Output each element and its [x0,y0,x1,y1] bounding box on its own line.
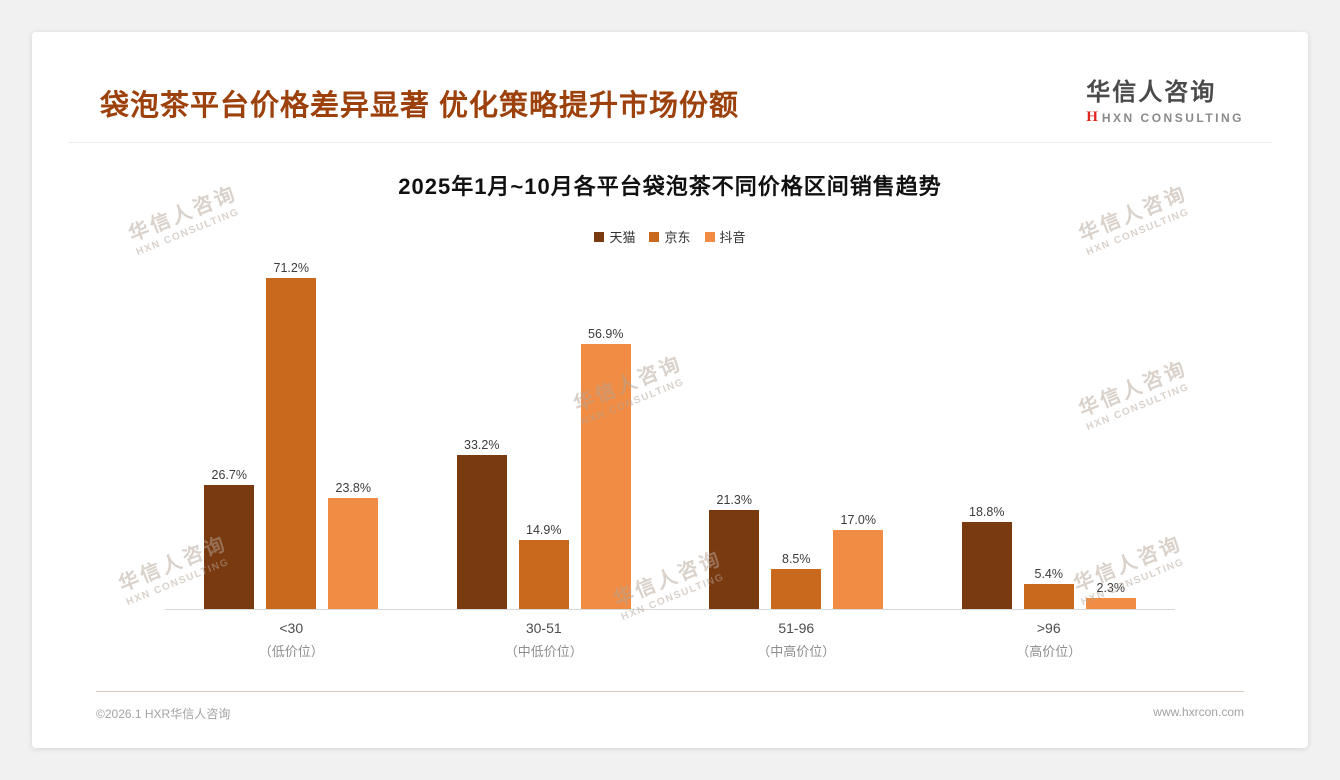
bar-wrap: 21.3% [709,260,760,609]
category-label: <30 （低价位） [204,620,378,660]
bar-group: 26.7% 71.2% 23.8% [204,260,379,609]
footer: ©2026.1 HXR华信人咨询 www.hxrcon.com [96,691,1244,722]
category-label: >96 （高价位） [962,620,1136,660]
page-title: 袋泡茶平台价格差异显著 优化策略提升市场份额 [100,90,740,122]
bar-抖音 [1085,598,1136,609]
bar-抖音 [580,344,631,609]
category-main-label: <30 [279,620,304,636]
bar-抖音 [833,529,884,609]
logo-en-row: H HXN CONSULTING [1086,109,1244,126]
logo-name-en: HXN CONSULTING [1101,110,1244,125]
legend: 天猫 京东 抖音 [32,227,1308,246]
bar-wrap: 17.0% [833,260,884,609]
legend-label: 天猫 [609,230,636,245]
bar-value-label: 33.2% [464,437,500,452]
bar-value-label: 5.4% [1034,566,1064,581]
bar-group: 21.3% 8.5% 17.0% [709,260,884,609]
bar-wrap: 56.9% [580,260,631,609]
bar-value-label: 17.0% [840,512,876,527]
chart-title: 2025年1月~10月各平台袋泡茶不同价格区间销售趋势 [398,174,942,199]
legend-swatch-icon [594,231,605,242]
bar-京东 [518,539,569,609]
bar-value-label: 18.8% [969,504,1005,519]
legend-label: 抖音 [719,230,746,245]
header: 袋泡茶平台价格差异显著 优化策略提升市场份额 华信人咨询 H HXN CONSU… [32,32,1308,126]
slide: 华信人咨询 HXN CONSULTING 华信人咨询 HXN CONSULTIN… [32,32,1308,748]
category-sub-label: （中低价位） [504,644,583,659]
category-main-label: 30-51 [525,620,562,636]
category-sub-label: （低价位） [258,644,324,659]
bar-value-label: 23.8% [335,481,371,496]
legend-label: 京东 [664,230,691,245]
bar-天猫 [456,454,507,609]
category-sub-label: （中高价位） [757,644,836,659]
bar-wrap: 8.5% [771,260,822,609]
bar-wrap: 26.7% [204,260,255,609]
category-axis: <30 （低价位） 30-51 （中低价位） 51-96 （中高价位） >96 （高价位） [165,620,1175,660]
bar-wrap: 18.8% [961,260,1012,609]
legend-swatch-icon [704,231,715,242]
legend-item: 京东 [649,227,691,246]
bar-value-label: 8.5% [782,552,811,567]
category-main-label: >96 [1036,620,1061,636]
bar-天猫 [961,521,1012,609]
legend-swatch-icon [649,231,660,242]
category-label: 30-51 （中低价位） [457,620,631,660]
category-label: 51-96 （中高价位） [709,620,883,660]
bar-京东 [266,277,317,609]
footer-copyright: ©2026.1 HXR华信人咨询 [96,707,231,721]
bar-wrap: 2.3% [1085,260,1136,609]
bar-京东 [1023,583,1074,609]
plot-area: 26.7% 71.2% 23.8% 33.2% 14.9% 56.9% 21.3% 8.5% 1… [165,260,1175,610]
bar-value-label: 21.3% [716,492,752,507]
company-logo: 华信人咨询 H HXN CONSULTING [1086,68,1244,126]
bar-value-label: 71.2% [273,260,309,275]
chart-area: 26.7% 71.2% 23.8% 33.2% 14.9% 56.9% 21.3% 8.5% 1… [165,260,1175,660]
bar-group: 33.2% 14.9% 56.9% [456,260,631,609]
bar-wrap: 33.2% [456,260,507,609]
legend-item: 抖音 [704,227,746,246]
bar-wrap: 14.9% [518,260,569,609]
bar-value-label: 2.3% [1096,581,1126,596]
bar-value-label: 26.7% [211,467,247,482]
bar-wrap: 71.2% [266,260,317,609]
bar-天猫 [709,509,760,609]
bar-wrap: 5.4% [1023,260,1074,609]
category-sub-label: （高价位） [1016,644,1082,659]
bar-京东 [771,569,822,609]
bar-value-label: 14.9% [526,522,562,537]
bar-抖音 [328,498,379,609]
bar-wrap: 23.8% [328,260,379,609]
bar-group: 18.8% 5.4% 2.3% [961,260,1136,609]
logo-h-icon: H [1086,109,1098,125]
legend-item: 天猫 [594,227,635,246]
footer-website: www.hxrcon.com [1153,705,1244,719]
category-main-label: 51-96 [778,620,815,636]
logo-name-cn: 华信人咨询 [1086,79,1217,106]
bar-value-label: 56.9% [588,327,624,342]
bar-天猫 [204,484,255,609]
header-divider [68,142,1272,143]
